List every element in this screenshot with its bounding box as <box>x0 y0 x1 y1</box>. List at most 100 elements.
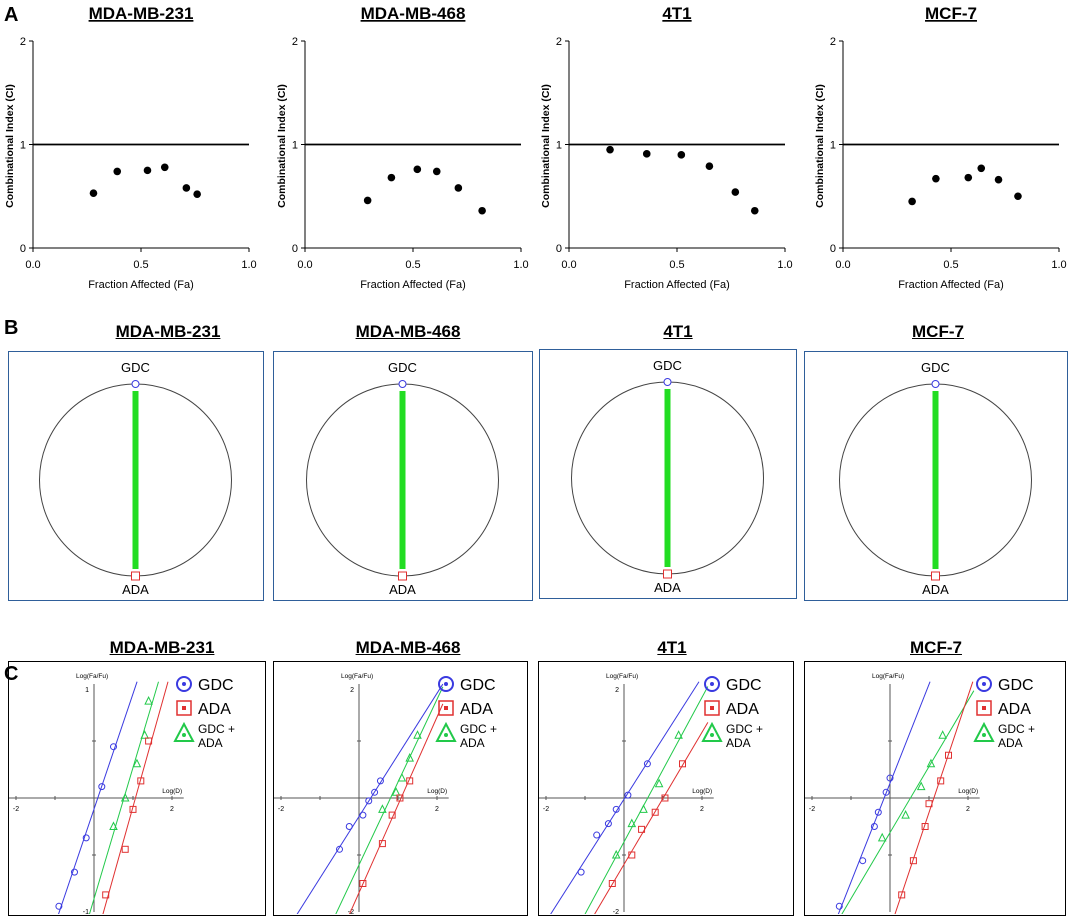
data-point <box>731 188 740 196</box>
ada-point <box>608 880 616 887</box>
legend-gdc-marker <box>976 676 992 692</box>
x-tick-label: 0.5 <box>405 259 420 271</box>
gdc-point <box>82 834 90 842</box>
median-effect-4t1: -2 2 2 -2 Log(Fa/Fu) Log(D) GDC ADA GDC + ADA <box>538 661 794 918</box>
gdc-point <box>643 760 651 768</box>
b-title-mcf-7: MCF-7 <box>912 322 964 341</box>
ada-point <box>638 825 646 833</box>
data-point <box>750 206 759 215</box>
legend-ada-marker <box>438 700 454 716</box>
data-point <box>454 184 463 192</box>
y-tick-label: 0 <box>292 243 298 255</box>
combo-point <box>926 758 936 768</box>
ada-marker <box>398 571 407 581</box>
legend-combo-label-2: ADA <box>726 736 751 750</box>
legend-combo-label-1: GDC + <box>198 722 235 736</box>
data-point <box>1014 192 1022 201</box>
legend-gdc-label: GDC <box>198 677 234 694</box>
data-point <box>977 164 986 173</box>
y-tick-label: -1 <box>83 909 89 914</box>
data-point <box>160 163 169 172</box>
gdc-point <box>55 902 63 910</box>
ada-point <box>661 794 669 802</box>
legend-combo-marker <box>973 721 995 742</box>
combo-point <box>397 772 407 782</box>
combo-point <box>405 752 415 762</box>
legend-combo-marker <box>173 721 195 742</box>
gdc-point <box>612 805 620 813</box>
legend-ada-label: ADA <box>998 701 1031 718</box>
legend-combo-label-1: GDC + <box>726 722 763 736</box>
b-title-mda-mb-231: MDA-MB-231 <box>115 322 221 341</box>
ada-point <box>396 794 404 802</box>
x-axis-label: Fraction Affected (Fa) <box>360 279 466 291</box>
legend-combo-marker <box>435 721 457 742</box>
y-tick-label: -2 <box>613 909 619 914</box>
y-tick-label: 1 <box>556 140 562 152</box>
gdc-marker <box>663 378 672 386</box>
legend-ada-marker <box>976 700 992 716</box>
gdc-point <box>870 823 878 830</box>
data-point <box>413 165 422 174</box>
legend-gdc-label: GDC <box>726 677 762 694</box>
gdc-point <box>593 831 601 839</box>
data-point <box>677 151 686 159</box>
combo-point <box>877 832 887 842</box>
ada-point <box>898 891 906 899</box>
data-point <box>113 167 122 176</box>
combo-point <box>144 695 153 705</box>
y-axis-label: Combinational Index (CI) <box>4 84 16 208</box>
ada-point <box>137 777 145 785</box>
data-point <box>908 197 916 206</box>
ada-marker <box>131 571 140 581</box>
ada-point <box>388 811 396 819</box>
x-tick-label: -2 <box>809 806 815 813</box>
gdc-marker <box>398 380 407 388</box>
legend-gdc-label: GDC <box>998 677 1034 694</box>
legend-ada-marker-dot <box>444 706 448 710</box>
ci-plot-4t1: 4T1 0 1 2 0.0 0.5 1.0 Fraction Affected (Fa) Com… <box>540 4 793 291</box>
legend-gdc-marker-dot <box>444 682 448 686</box>
data-point <box>932 174 940 183</box>
legend-combo-marker <box>701 721 723 742</box>
drug-label-gdc: GDC <box>653 358 682 373</box>
gdc-point <box>835 902 843 910</box>
y-tick-label: 1 <box>830 140 836 152</box>
polygonogram-mcf-7: GDC ADA <box>804 351 1068 601</box>
legend-combo-label-2: ADA <box>198 736 223 750</box>
chart-title: MDA-MB-468 <box>361 4 466 23</box>
x-tick-label: 0.0 <box>25 259 40 271</box>
chart-title: MDA-MB-231 <box>89 4 194 23</box>
x-tick-label: 2 <box>435 806 439 813</box>
x-axis-label: Fraction Affected (Fa) <box>898 279 1004 291</box>
combo-point <box>674 730 683 739</box>
legend-combo-marker-dot <box>182 733 186 737</box>
x-tick-label: 0.5 <box>669 259 684 271</box>
y-tick-label: -2 <box>348 909 354 914</box>
gdc-fit-line <box>547 681 700 918</box>
gdc-marker <box>931 380 940 388</box>
combo-point <box>901 809 910 819</box>
x-tick-label: 0.5 <box>943 259 958 271</box>
gdc-point <box>365 797 373 805</box>
x-axis-label: Log(D) <box>692 788 712 795</box>
data-point <box>994 175 1003 184</box>
gdc-point <box>376 777 384 785</box>
data-point <box>363 196 372 205</box>
data-point <box>964 173 973 182</box>
y-tick-label: 2 <box>292 36 298 48</box>
y-tick-label: 0 <box>556 243 562 255</box>
combo-point <box>132 758 142 768</box>
gdc-fit-line <box>294 683 444 918</box>
y-axis-label: Combinational Index (CI) <box>540 84 552 208</box>
legend-ada-marker <box>176 700 192 716</box>
ada-point <box>628 851 636 859</box>
data-point <box>387 173 396 182</box>
c-title-mda-mb-468: MDA-MB-468 <box>355 638 461 657</box>
ada-point <box>121 845 129 853</box>
drug-label-ada: ADA <box>122 582 149 597</box>
ci-plot-mcf-7: MCF-7 0 1 2 0.0 0.5 1.0 Fraction Affected (Fa) C… <box>814 4 1067 291</box>
legend-combo-label-1: GDC + <box>998 722 1035 736</box>
gdc-fit-line <box>836 681 931 918</box>
gdc-point <box>336 845 343 853</box>
